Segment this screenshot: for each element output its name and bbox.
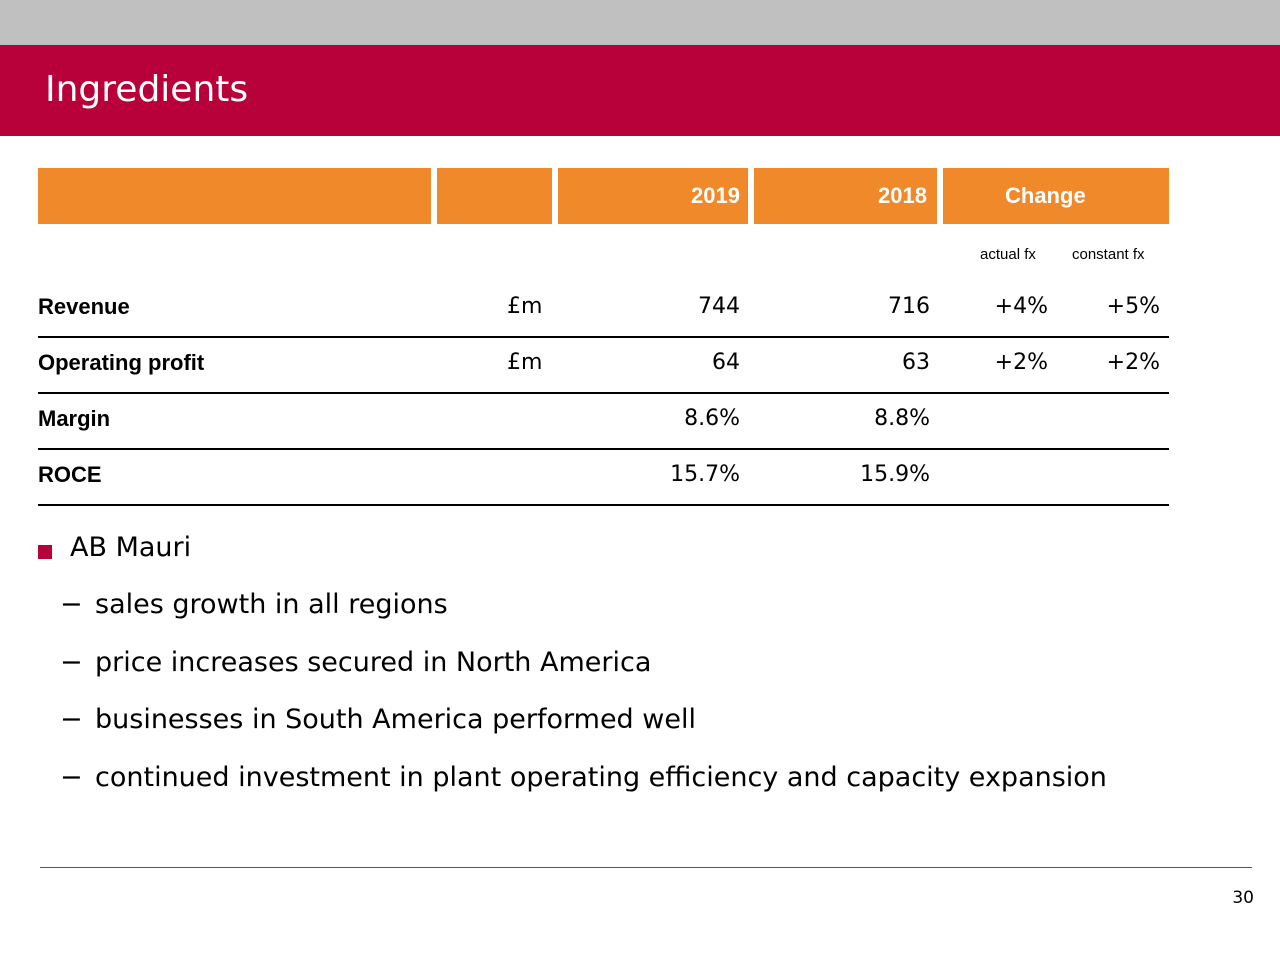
header-2019: 2019 [691,183,740,208]
top-grey-band [0,0,1280,45]
row-unit: £m [507,350,543,375]
row-value-2018: 15.9% [860,462,930,487]
row-divider [38,336,1169,338]
header-change: Change [1005,183,1086,208]
header-cell-2018 [754,168,937,224]
row-label-margin: Margin [38,406,111,431]
slide-title: Ingredients [45,69,249,110]
row-value-2018: 63 [902,350,930,375]
row-value-2019: 15.7% [670,462,740,487]
header-cell-label [38,168,431,224]
row-label-roce: ROCE [38,462,102,487]
row-value-2018: 716 [888,294,930,319]
subheader-actual-fx: actual fx [980,246,1036,263]
row-divider [38,504,1169,506]
row-divider [38,392,1169,394]
header-cell-2019 [558,168,748,224]
header-cell-change [943,168,1169,224]
dash-bullet: − [60,647,83,678]
sub-bullet-item: businesses in South America performed we… [95,704,696,735]
subheader-constant-fx: constant fx [1072,246,1145,263]
sub-bullet-item: price increases secured in North America [95,647,652,678]
dash-bullet: − [60,704,83,735]
row-change-constant: +5% [1106,294,1160,319]
row-divider [38,448,1169,450]
bullet-main: AB Mauri [70,532,192,563]
title-bar [0,45,1280,136]
sub-bullet-item: sales growth in all regions [95,589,448,620]
footer-divider [40,867,1252,868]
square-bullet-icon [38,545,52,559]
row-change-constant: +2% [1106,350,1160,375]
row-value-2019: 8.6% [684,406,740,431]
row-change-actual: +4% [994,294,1048,319]
dash-bullet: − [60,762,83,793]
dash-bullet: − [60,589,83,620]
row-unit: £m [507,294,543,319]
sub-bullet-item: continued investment in plant operating … [95,762,1107,793]
header-cell-unit [437,168,552,224]
row-label-operating-profit: Operating profit [38,350,205,375]
header-2018: 2018 [878,183,927,208]
page-number: 30 [1232,888,1254,908]
row-change-actual: +2% [994,350,1048,375]
row-label-revenue: Revenue [38,294,130,319]
row-value-2019: 744 [698,294,740,319]
row-value-2018: 8.8% [874,406,930,431]
row-value-2019: 64 [712,350,740,375]
